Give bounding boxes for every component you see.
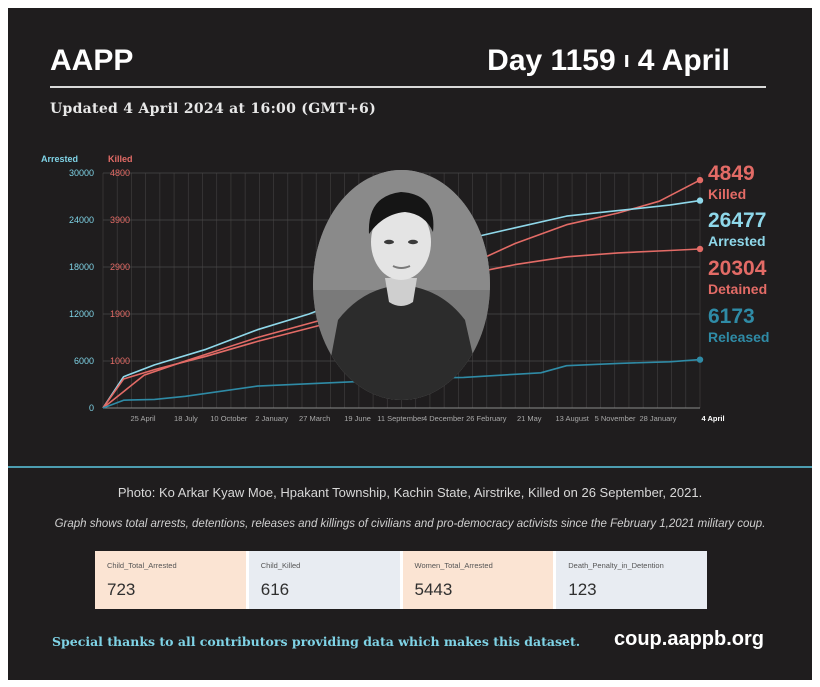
thanks-note: Special thanks to all contributors provi… [52,634,581,649]
x-tick-label: 26 February [466,414,507,423]
series-value-detained: 20304 [708,257,767,280]
series-endpoint-killed [696,176,704,184]
y-tick-label-killed: 1900 [110,309,130,319]
stat-card-death-penalty: Death_Penalty_in_Detention 123 [556,551,707,609]
x-tick-label: 2 January [255,414,288,423]
y-tick-label-killed: 3900 [110,215,130,225]
x-tick-label: 27 March [299,414,330,423]
date-label: 4 April [637,44,730,77]
y-tick-label-killed: 4800 [110,168,130,178]
x-tick-label: 10 October [210,414,248,423]
day-label: Day 1159 [487,44,616,77]
series-name-arrested: Arrested [708,233,766,249]
y-tick-label-arrested: 6000 [74,356,94,366]
series-endpoint-released [696,356,704,363]
portrait-image [313,170,490,400]
series-name-killed: Killed [708,186,746,202]
header-divider [50,86,766,88]
x-tick-label: 25 April [130,414,155,423]
y-tick-label-arrested: 0 [89,403,94,413]
stat-card-child-arrested: Child_Total_Arrested 723 [95,551,249,609]
stat-value: 616 [260,580,290,599]
x-tick-label: 21 May [517,414,542,423]
stats-row: Child_Total_Arrested 723 Child_Killed 61… [95,551,707,609]
day-separator: ı [623,47,630,72]
brand-title: AAPP [50,44,134,77]
stat-label: Child_Total_Arrested [107,561,177,570]
stat-value: 723 [107,580,136,599]
series-value-arrested: 26477 [708,209,766,232]
infographic-card: AAPP Day 1159 ı 4 April Updated 4 April 20… [8,8,812,680]
series-value-released: 6173 [708,305,755,328]
victim-photo [313,170,490,400]
series-value-killed: 4849 [708,162,755,185]
y-tick-label-killed: 2900 [110,262,130,272]
y-tick-label-arrested: 24000 [69,215,94,225]
photo-caption: Photo: Ko Arkar Kyaw Moe, Hpakant Townsh… [117,485,703,500]
stat-value: 123 [568,580,597,599]
y-tick-label-killed: 1000 [110,356,130,366]
series-name-detained: Detained [708,281,767,297]
x-tick-label: 4 December [423,414,464,423]
stat-card-women-arrested: Women_Total_Arrested 5443 [402,551,557,609]
axis-title-killed: Killed [108,154,133,164]
series-endpoint-arrested [696,197,704,204]
graph-note: Graph shows total arrests, detentions, r… [54,518,766,530]
y-tick-label-arrested: 30000 [69,168,94,178]
x-tick-label: 13 August [555,414,589,423]
y-tick-label-arrested: 12000 [69,309,94,319]
x-tick-label: 18 July [174,414,198,423]
axis-title-arrested: Arrested [41,154,78,164]
series-endpoint-detained [696,245,704,253]
x-tick-label: 5 November [595,414,636,423]
y-tick-label-arrested: 18000 [69,262,94,272]
section-divider [8,466,812,468]
x-tick-label: 4 April [701,414,724,423]
day-date-heading: Day 1159 ı 4 April [487,44,730,78]
stat-label: Women_Total_Arrested [414,561,493,570]
series-name-released: Released [708,329,769,345]
stat-value: 5443 [414,580,453,599]
site-url[interactable]: coup.aappb.org [614,628,764,650]
x-tick-label: 11 September [377,414,424,423]
stat-label: Death_Penalty_in_Detention [568,561,664,570]
stat-label: Child_Killed [260,561,301,570]
x-tick-label: 28 January [639,414,676,423]
x-tick-label: 19 June [344,414,371,423]
updated-timestamp: Updated 4 April 2024 at 16:00 (GMT+6) [50,101,376,117]
stat-card-child-killed: Child_Killed 616 [248,551,403,609]
